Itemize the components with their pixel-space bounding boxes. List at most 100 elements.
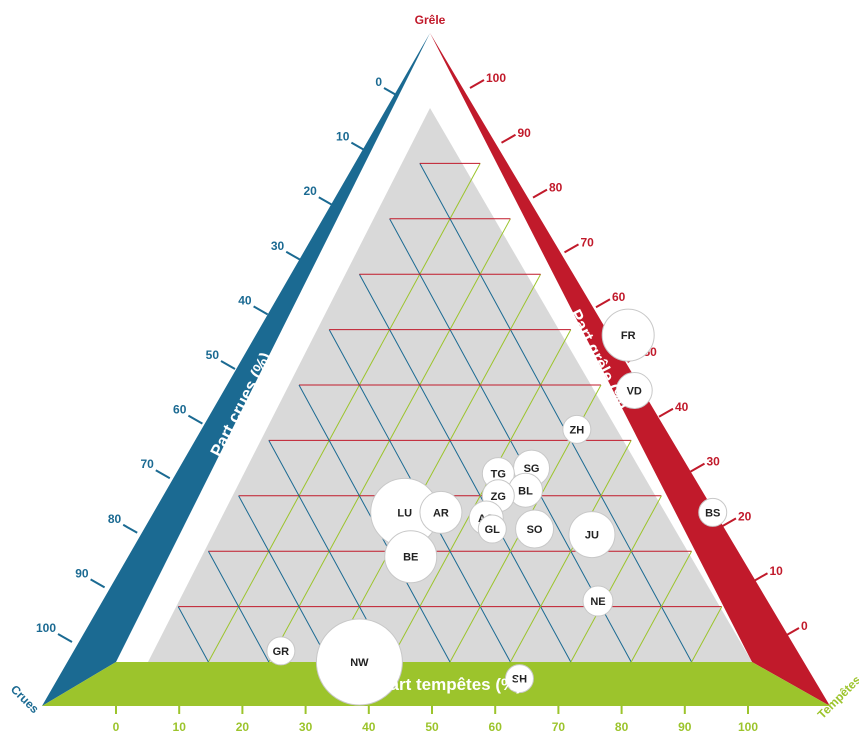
bubble-gl: GL [477,514,507,544]
grid-line-crues [177,606,209,663]
grid-line-tempetes [570,495,662,663]
tempetes-band [42,662,830,706]
bubble-label: NE [590,596,605,608]
tick-label-crues: 30 [271,239,285,253]
bubble-zh: ZH [562,414,592,444]
bubble-circle [562,414,592,444]
tick-label-crues: 0 [375,75,382,89]
bubble-label: SO [527,524,543,536]
bubble-label: NW [350,657,369,669]
tick-label-grele: 60 [612,290,626,304]
crues-band [42,33,430,706]
bubble-be: BE [384,530,438,584]
tick-mark-crues [90,578,106,589]
tick-label-tempetes: 100 [738,720,758,734]
tick-label-grele: 0 [801,619,808,633]
bubble-circle [568,511,616,559]
tick-label-crues: 70 [140,457,154,471]
tick-mark-crues [253,305,269,316]
bubble-label: BL [518,485,533,497]
tick-mark-grele [658,407,674,418]
tick-label-crues: 40 [238,293,252,307]
tick-label-tempetes: 80 [615,720,629,734]
tick-label-tempetes: 50 [425,720,439,734]
bubble-label: SG [524,463,540,475]
bubble-gr: GR [266,636,296,666]
grid-line-crues [238,495,330,663]
tick-mark-crues [350,141,366,152]
bubble-circle [477,514,507,544]
tick-label-grele: 80 [549,181,563,195]
bubble-label: SH [512,674,527,686]
tick-label-grele: 100 [486,71,506,85]
tick-mark-crues [318,196,334,207]
data-points: FRVDZHSGTGBLZGLUARAGGLSOJUBSBENEGRNWSH [266,308,728,706]
tick-label-grele: 20 [738,509,752,523]
grid-line-tempetes [630,550,693,663]
tick-label-tempetes: 20 [236,720,250,734]
tick-mark-grele [690,462,705,473]
tick-label-grele: 30 [707,455,721,469]
tick-label-grele: 40 [675,400,689,414]
bubble-label: ZG [491,491,506,503]
bubble-nw: NW [315,618,403,706]
tick-label-crues: 80 [108,512,122,526]
tick-mark-grele [532,188,548,199]
bubble-label: AR [433,507,449,519]
tick-label-crues: 20 [303,184,317,198]
bubble-label: GL [485,524,501,536]
bubble-circle [419,490,463,534]
corner-label-crues: Crues [8,682,42,716]
bubble-label: FR [621,330,636,342]
tick-label-tempetes: 10 [173,720,187,734]
grid-line-tempetes [691,606,723,663]
tick-label-crues: 100 [36,621,56,635]
tick-label-tempetes: 40 [362,720,376,734]
bubble-sh: SH [504,664,534,694]
grele-band [430,33,830,706]
tick-mark-crues [285,250,301,261]
bubble-circle [698,497,728,527]
bubble-label: JU [585,530,599,542]
tick-mark-grele [564,243,579,254]
tick-label-tempetes: 30 [299,720,313,734]
bubble-label: LU [397,507,412,519]
tick-label-crues: 60 [173,403,187,417]
axis-title-tempetes: Part tempêtes (%) [378,675,522,694]
tick-mark-grele [501,133,516,144]
bubble-vd: VD [615,372,653,410]
grid-line-tempetes [207,163,481,663]
bubble-circle [315,618,403,706]
bubble-fr: FR [601,308,655,362]
bubble-bs: BS [698,497,728,527]
bubble-ju: JU [568,511,616,559]
grid-line-crues [419,163,693,663]
bubble-ne: NE [582,585,614,617]
tick-mark-crues [220,360,236,370]
tick-mark-grele [784,627,800,637]
grid-line-tempetes [328,273,542,663]
tick-mark-grele [753,572,768,583]
tick-label-crues: 90 [75,566,89,580]
bubble-ar: AR [419,490,463,534]
tick-label-grele: 10 [770,564,784,578]
tick-mark-crues [155,469,171,480]
tick-label-tempetes: 90 [678,720,692,734]
bubble-circle [601,308,655,362]
grid-line-tempetes [509,440,632,663]
tick-label-tempetes: 60 [489,720,503,734]
tick-mark-crues [187,414,203,425]
bubble-label: BE [403,552,418,564]
bubble-so: SO [515,509,555,549]
corner-label-grele: Grêle [415,13,446,27]
bubble-label: ZH [570,424,585,436]
tick-mark-crues [57,633,73,643]
bubble-circle [615,372,653,410]
bubble-label: VD [627,386,642,398]
tick-label-tempetes: 70 [552,720,566,734]
tick-mark-crues [122,523,138,534]
tick-label-grele: 90 [518,126,532,140]
tick-label-crues: 10 [336,130,350,144]
grid-line-crues [207,550,270,663]
